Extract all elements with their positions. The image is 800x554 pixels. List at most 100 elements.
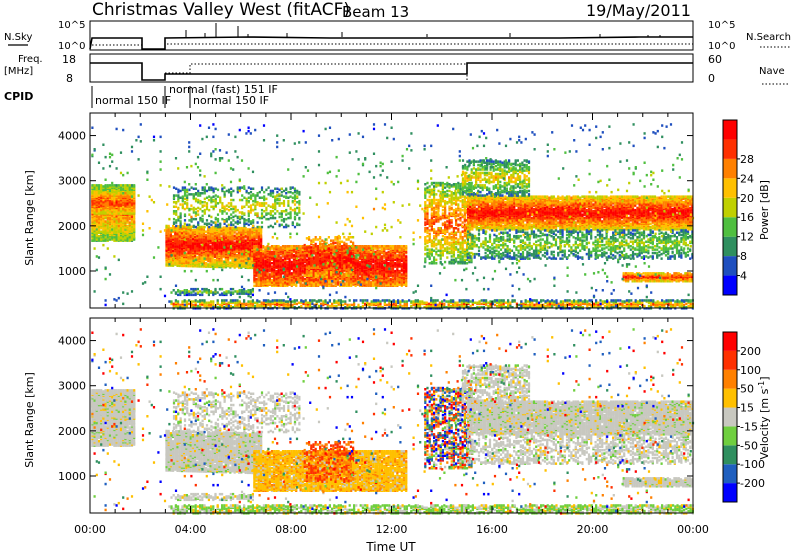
power-cell: [217, 226, 219, 229]
power-cell: [293, 267, 295, 270]
power-cell: [223, 255, 225, 258]
power-cell: [187, 232, 189, 235]
power-cell: [322, 245, 324, 248]
power-cell: [210, 206, 212, 209]
power-cell: [297, 245, 299, 248]
nsky-label: N.Sky: [4, 32, 32, 43]
power-cell: [206, 208, 208, 211]
power-cell: [281, 224, 283, 227]
freq-panel: [90, 54, 693, 82]
power-cell: [127, 184, 129, 187]
power-cell: [308, 285, 310, 288]
power-cell: [175, 221, 177, 224]
power-cell: [215, 224, 217, 227]
power-cell: [224, 193, 226, 196]
power-cell: [230, 217, 232, 220]
power-cell: [274, 217, 276, 220]
power-cell: [220, 261, 222, 264]
power-cell: [243, 225, 245, 228]
power-cell: [258, 262, 260, 265]
power-cell: [190, 239, 192, 242]
power-cell: [194, 236, 196, 239]
power-cell: [98, 201, 100, 204]
power-cell: [113, 236, 115, 239]
power-cell: [203, 253, 205, 256]
power-cell: [302, 276, 304, 279]
power-cell: [113, 197, 115, 200]
power-cell: [328, 260, 330, 263]
nsearch-tick-bottom: 10^0: [708, 41, 735, 52]
power-cell: [264, 260, 266, 263]
power-cell: [187, 248, 189, 251]
power-cell: [248, 220, 250, 223]
power-cell: [287, 202, 289, 205]
power-cell: [127, 194, 129, 197]
power-cell: [217, 224, 219, 227]
power-cell: [245, 239, 247, 242]
power-cell: [192, 244, 194, 247]
power-cell: [230, 224, 232, 227]
power-cell: [195, 200, 197, 203]
power-cell: [238, 231, 240, 234]
power-cell: [197, 199, 199, 202]
power-cell: [271, 268, 273, 271]
power-cell: [278, 270, 280, 273]
power-cell: [281, 212, 283, 215]
power-cell: [208, 186, 210, 189]
power-cell: [173, 201, 175, 204]
power-cell: [94, 211, 96, 214]
power-cell: [179, 240, 181, 243]
power-cell: [245, 229, 247, 232]
power-cell: [328, 265, 330, 268]
power-cell: [235, 208, 237, 211]
power-cell: [285, 192, 287, 195]
power-cell: [248, 192, 250, 195]
power-cell: [247, 265, 249, 268]
power-cell: [227, 236, 229, 239]
power-cell: [261, 221, 263, 224]
power-cell: [270, 192, 272, 195]
power-cell: [182, 199, 184, 202]
power-cell: [232, 216, 234, 219]
power-cell: [184, 213, 186, 216]
power-cell: [230, 194, 232, 197]
power-cell: [228, 191, 230, 194]
power-cell: [177, 198, 179, 201]
power-cell: [218, 252, 220, 255]
power-cell: [240, 244, 242, 247]
power-cell: [290, 213, 292, 216]
power-cell: [279, 198, 281, 201]
power-cell: [168, 233, 170, 236]
power-cell: [276, 191, 278, 194]
power-cell: [282, 263, 284, 266]
power-cell: [264, 264, 266, 267]
power-cell: [267, 279, 269, 282]
power-cell: [357, 269, 359, 272]
power-cell: [193, 225, 195, 228]
power-cell: [201, 238, 203, 241]
power-cell: [100, 191, 102, 194]
power-cell: [276, 188, 278, 191]
power-cell: [346, 267, 348, 270]
power-cell: [215, 204, 217, 207]
power-cell: [261, 226, 263, 229]
power-cell: [215, 217, 217, 220]
power-cell: [120, 207, 122, 210]
power-cell: [253, 245, 255, 248]
power-cell: [284, 245, 286, 248]
power-cell: [296, 195, 298, 198]
power-cell: [201, 252, 203, 255]
power-cell: [219, 223, 221, 226]
power-cell: [290, 211, 292, 214]
power-cell: [207, 250, 209, 253]
power-cell: [202, 210, 204, 213]
power-cell: [172, 250, 174, 253]
power-cell: [181, 257, 183, 260]
power-cell: [235, 210, 237, 213]
power-cell: [107, 227, 109, 230]
power-cell: [113, 220, 115, 223]
power-cell: [210, 216, 212, 219]
power-cell: [122, 206, 124, 209]
power-cell: [254, 212, 256, 215]
power-cell: [363, 281, 365, 284]
